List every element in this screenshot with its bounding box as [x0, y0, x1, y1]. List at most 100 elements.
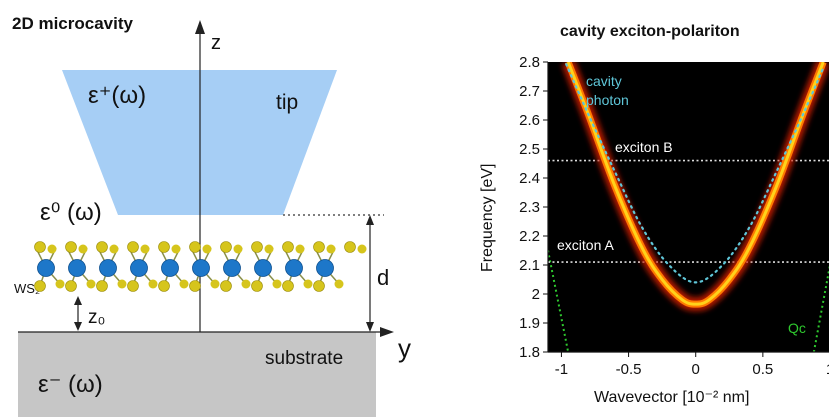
- sulfur-atom: [189, 241, 201, 253]
- tungsten-atom: [316, 259, 334, 277]
- d-arrow-head-bottom: [366, 322, 374, 332]
- sulfur-atom: [251, 241, 263, 253]
- x-tick-label: 0: [692, 361, 700, 378]
- sulfur-atom: [158, 280, 170, 292]
- sulfur-atom: [47, 244, 57, 254]
- y-tick-label: 2.5: [519, 141, 540, 158]
- sulfur-atom: [127, 280, 139, 292]
- d-label: d: [377, 265, 389, 290]
- tip-label: tip: [276, 91, 298, 114]
- y-tick-label: 2.1: [519, 257, 540, 274]
- sulfur-atom: [202, 244, 212, 254]
- sulfur-atom: [241, 279, 251, 289]
- sulfur-atom: [171, 244, 181, 254]
- tungsten-atom: [68, 259, 86, 277]
- z0-arrow-head-top: [74, 296, 82, 305]
- z0-label: z₀: [88, 307, 105, 328]
- sulfur-atom: [326, 244, 336, 254]
- cavity-photon-dispersion: [564, 62, 825, 284]
- exciton-b-label: exciton B: [615, 139, 673, 155]
- sulfur-atom: [117, 279, 127, 289]
- light-cone-left: [548, 250, 570, 352]
- sulfur-atom: [96, 241, 108, 253]
- sulfur-atom: [34, 280, 46, 292]
- tungsten-atom: [223, 259, 241, 277]
- sulfur-atom: [78, 244, 88, 254]
- sulfur-atom: [148, 279, 158, 289]
- y-label: y: [398, 333, 411, 363]
- sulfur-atom: [303, 279, 313, 289]
- sulfur-atom: [313, 241, 325, 253]
- tungsten-atom: [285, 259, 303, 277]
- sulfur-atom: [127, 241, 139, 253]
- y-tick-label: 2.8: [519, 54, 540, 71]
- z-axis-arrow: [195, 20, 205, 34]
- y-tick-label: 1.8: [519, 344, 540, 361]
- y-axis-label: Frequency [eV]: [479, 164, 496, 273]
- tungsten-atom: [254, 259, 272, 277]
- sulfur-atom: [96, 280, 108, 292]
- light-cones: [548, 250, 829, 352]
- lower-polariton-branch: [566, 62, 825, 306]
- substrate-epsilon: ε⁻ (ω): [38, 371, 103, 398]
- sulfur-atom: [55, 279, 65, 289]
- cavity-photon-label-1: cavity: [586, 73, 622, 89]
- sulfur-atom: [357, 244, 367, 254]
- ws2-lattice: [34, 241, 367, 292]
- d-arrow-head-top: [366, 215, 374, 225]
- y-tick-label: 2: [532, 286, 540, 303]
- sulfur-atom: [179, 279, 189, 289]
- cavity-photon-curve: [564, 62, 825, 284]
- chart-title: cavity exciton-polariton: [560, 23, 740, 40]
- sulfur-atom: [189, 280, 201, 292]
- x-axis-label: Wavevector [10⁻² nm]: [594, 389, 749, 406]
- sulfur-atom: [86, 279, 96, 289]
- sulfur-atom: [233, 244, 243, 254]
- y-axis-arrow: [380, 327, 394, 337]
- tungsten-atom: [130, 259, 148, 277]
- tungsten-atom: [192, 259, 210, 277]
- tungsten-atom: [161, 259, 179, 277]
- x-tick-label: -0.5: [616, 361, 642, 378]
- qc-label: Qc: [788, 320, 806, 336]
- y-tick-label: 2.7: [519, 83, 540, 100]
- x-tick-label: -1: [555, 361, 568, 378]
- y-tick-label: 2.2: [519, 228, 540, 245]
- x-tick-label: 0.5: [752, 361, 773, 378]
- sulfur-atom: [344, 241, 356, 253]
- sulfur-atom: [282, 241, 294, 253]
- exciton-a-label: exciton A: [557, 237, 614, 253]
- sulfur-atom: [282, 280, 294, 292]
- y-tick-label: 2.3: [519, 199, 540, 216]
- ws2-label: WS₂: [14, 281, 40, 296]
- polariton-branch: [561, 62, 829, 312]
- tungsten-atom: [99, 259, 117, 277]
- sulfur-atom: [272, 279, 282, 289]
- sulfur-atom: [109, 244, 119, 254]
- sulfur-atom: [158, 241, 170, 253]
- sulfur-atom: [334, 279, 344, 289]
- y-tick-label: 2.6: [519, 112, 540, 129]
- cavity-photon-label-2: photon: [586, 92, 629, 108]
- sulfur-atom: [313, 280, 325, 292]
- x-tick-label: 1: [826, 361, 829, 378]
- substrate-label: substrate: [265, 348, 343, 369]
- tip-epsilon: ε⁺(ω): [88, 82, 146, 109]
- sulfur-atom: [295, 244, 305, 254]
- left-title: 2D microcavity: [12, 14, 133, 33]
- z0-arrow-head-bottom: [74, 322, 82, 331]
- tungsten-atom: [37, 259, 55, 277]
- y-tick-label: 2.4: [519, 170, 540, 187]
- y-tick-label: 1.9: [519, 315, 540, 332]
- substrate: [18, 332, 376, 417]
- sulfur-atom: [220, 280, 232, 292]
- plot-axes: 1.8 1.9 2 2.1 2.2 2.3 2.4 2.5 2.6 2.7 2.8 -1 -0.5 0 0.…: [519, 54, 829, 378]
- z-label: z: [211, 32, 221, 54]
- sulfur-atom: [210, 279, 220, 289]
- sulfur-atom: [220, 241, 232, 253]
- sulfur-atom: [140, 244, 150, 254]
- sulfur-atom: [264, 244, 274, 254]
- sulfur-atom: [34, 241, 46, 253]
- vacuum-epsilon: ε⁰ (ω): [40, 199, 102, 226]
